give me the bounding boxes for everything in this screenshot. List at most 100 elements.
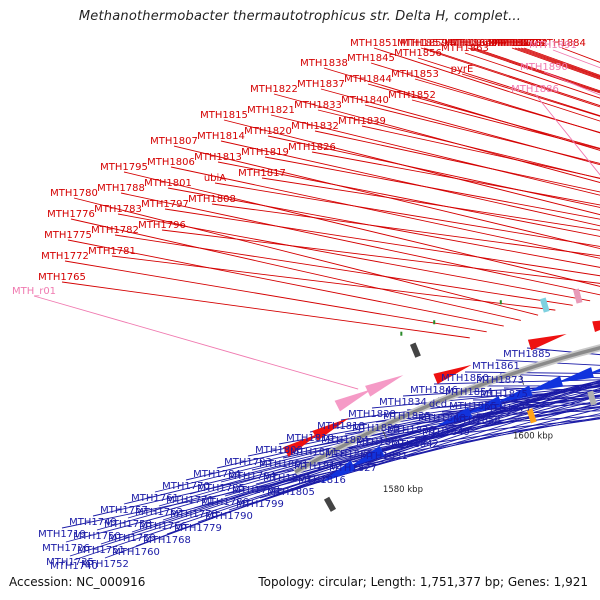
reverse-gene-label: MTH1829 xyxy=(352,423,400,434)
leader-line xyxy=(127,405,518,519)
rna-gene-arrow xyxy=(334,388,373,412)
leader-line xyxy=(543,71,600,96)
leader-line xyxy=(344,396,600,435)
reverse-gene-label: MTH1831 xyxy=(360,451,408,462)
forward-gene-label: MTH1882 xyxy=(500,38,548,49)
reverse-gene-label: MTH1740 xyxy=(50,561,98,572)
forward-gene-label: MTH1832 xyxy=(291,121,339,132)
forward-gene-label: MTH1838 xyxy=(300,58,348,69)
leader-line xyxy=(348,406,600,449)
forward-gene-label: MTH1820 xyxy=(244,126,292,137)
leader-line xyxy=(228,395,600,511)
rna-gene-label: MTH1886 xyxy=(511,84,559,95)
label-leader-lines xyxy=(33,47,600,561)
leader-line xyxy=(379,407,600,437)
leader-line xyxy=(273,93,600,183)
forward-gene-label: MTH1788 xyxy=(97,183,145,194)
leader-line xyxy=(373,47,600,122)
leader-line xyxy=(414,78,600,133)
reverse-gene-label: MTH1858 xyxy=(453,415,501,426)
leader-line xyxy=(211,203,600,257)
reverse-gene-label: MTH1752 xyxy=(81,559,129,570)
forward-gene-label: MTH1796 xyxy=(138,220,186,231)
leader-line xyxy=(259,402,600,499)
reverse-gene-label: MTH1828 xyxy=(348,409,396,420)
leader-line xyxy=(445,415,600,427)
reverse-gene-label: MTH1799 xyxy=(236,499,284,510)
reverse-gene-label: MTH1825 xyxy=(325,449,373,460)
reverse-gene-label: MTH1749 xyxy=(69,517,117,528)
rna-gene-label: MTH_r01 xyxy=(12,286,56,297)
reverse-gene-label: MTH1760 xyxy=(112,547,160,558)
forward-gene-label: MTH1817 xyxy=(238,168,286,179)
leader-line xyxy=(367,83,600,149)
reverse-gene-label: MTH1850 xyxy=(441,373,489,384)
cog-block xyxy=(526,408,537,424)
leader-line xyxy=(264,156,600,220)
forward-gene-label: pyrE xyxy=(451,64,474,75)
reverse-gene-label: MTH1794 xyxy=(228,471,276,482)
reverse-gene-label: MTH1804 xyxy=(263,473,311,484)
rna-gene-label: MTH1891 xyxy=(529,40,577,51)
map-title: Methanothermobacter thermautotrophicus s… xyxy=(78,9,522,24)
reverse-gene-label: MTH1842 xyxy=(391,439,439,450)
forward-gene-label: MTH1782 xyxy=(91,225,139,236)
forward-gene-arrow xyxy=(283,433,320,457)
forward-gene-label: MTH1856 xyxy=(394,48,442,59)
forward-gene-label: MTH1857 xyxy=(397,38,445,49)
reverse-gene-label: MTH1768 xyxy=(143,535,191,546)
leader-line xyxy=(323,67,600,151)
reverse-gene-arrow xyxy=(587,368,600,374)
reverse-gene-arrow xyxy=(556,367,594,383)
leader-line xyxy=(411,99,600,150)
reverse-gene-label: MTH1750 xyxy=(73,531,121,542)
reverse-gene-arrow xyxy=(465,396,503,415)
forward-gene-label: MTH1844 xyxy=(344,74,392,85)
forward-gene-label: MTH1869 xyxy=(450,38,498,49)
tick-mark xyxy=(519,375,525,385)
forward-gene-label: MTH1815 xyxy=(200,110,248,121)
backbone-line xyxy=(294,346,600,474)
leader-line xyxy=(224,389,600,497)
forward-gene-label: MTH1813 xyxy=(194,152,242,163)
leader-line xyxy=(467,47,600,94)
gc-dot xyxy=(400,331,403,336)
leader-line xyxy=(321,413,600,475)
reverse-gene-label: MTH1790 xyxy=(205,511,253,522)
leader-line xyxy=(314,130,600,193)
leader-line xyxy=(402,383,600,397)
reverse-gene-arrow xyxy=(320,460,356,483)
leader-line xyxy=(120,192,600,296)
leader-line xyxy=(420,47,600,108)
reverse-gene-arrow xyxy=(495,385,533,403)
forward-gene-label: MTH1819 xyxy=(241,147,289,158)
forward-gene-label: MTH1826 xyxy=(288,142,336,153)
reverse-gene-label: MTH1885 xyxy=(503,349,551,360)
leader-line xyxy=(414,417,600,439)
leader-line xyxy=(461,73,600,117)
forward-gene-label: MTH1839 xyxy=(338,116,386,127)
leader-line xyxy=(33,295,359,390)
leader-line xyxy=(220,384,600,483)
leader-line xyxy=(223,119,600,216)
leader-line xyxy=(361,125,600,179)
tick-mark xyxy=(382,430,388,440)
cog-block xyxy=(539,297,550,313)
reverse-gene-label: MTH1766 xyxy=(139,521,187,532)
forward-gene-label: MTH1806 xyxy=(147,157,195,168)
forward-gene-label: MTH1780 xyxy=(50,188,98,199)
reverse-gene-label: MTH1798 xyxy=(232,485,280,496)
reverse-gene-label: MTH1778 xyxy=(170,509,218,520)
tick-label: 1580 kbp xyxy=(383,485,423,495)
reverse-gene-label: MTH1873 xyxy=(476,375,524,386)
reverse-gene-arrow xyxy=(435,407,473,427)
reverse-gene-label: MTH1762 xyxy=(135,507,183,518)
forward-gene-label: MTH1851 xyxy=(350,38,398,49)
forward-gene-label: MTH1859 xyxy=(400,38,448,49)
reverse-gene-label: MTH1770 xyxy=(162,481,210,492)
reverse-gene-label: MTH1836 xyxy=(387,425,435,436)
leader-line xyxy=(67,239,504,327)
reverse-gene-label: MTH1735 xyxy=(46,557,94,568)
